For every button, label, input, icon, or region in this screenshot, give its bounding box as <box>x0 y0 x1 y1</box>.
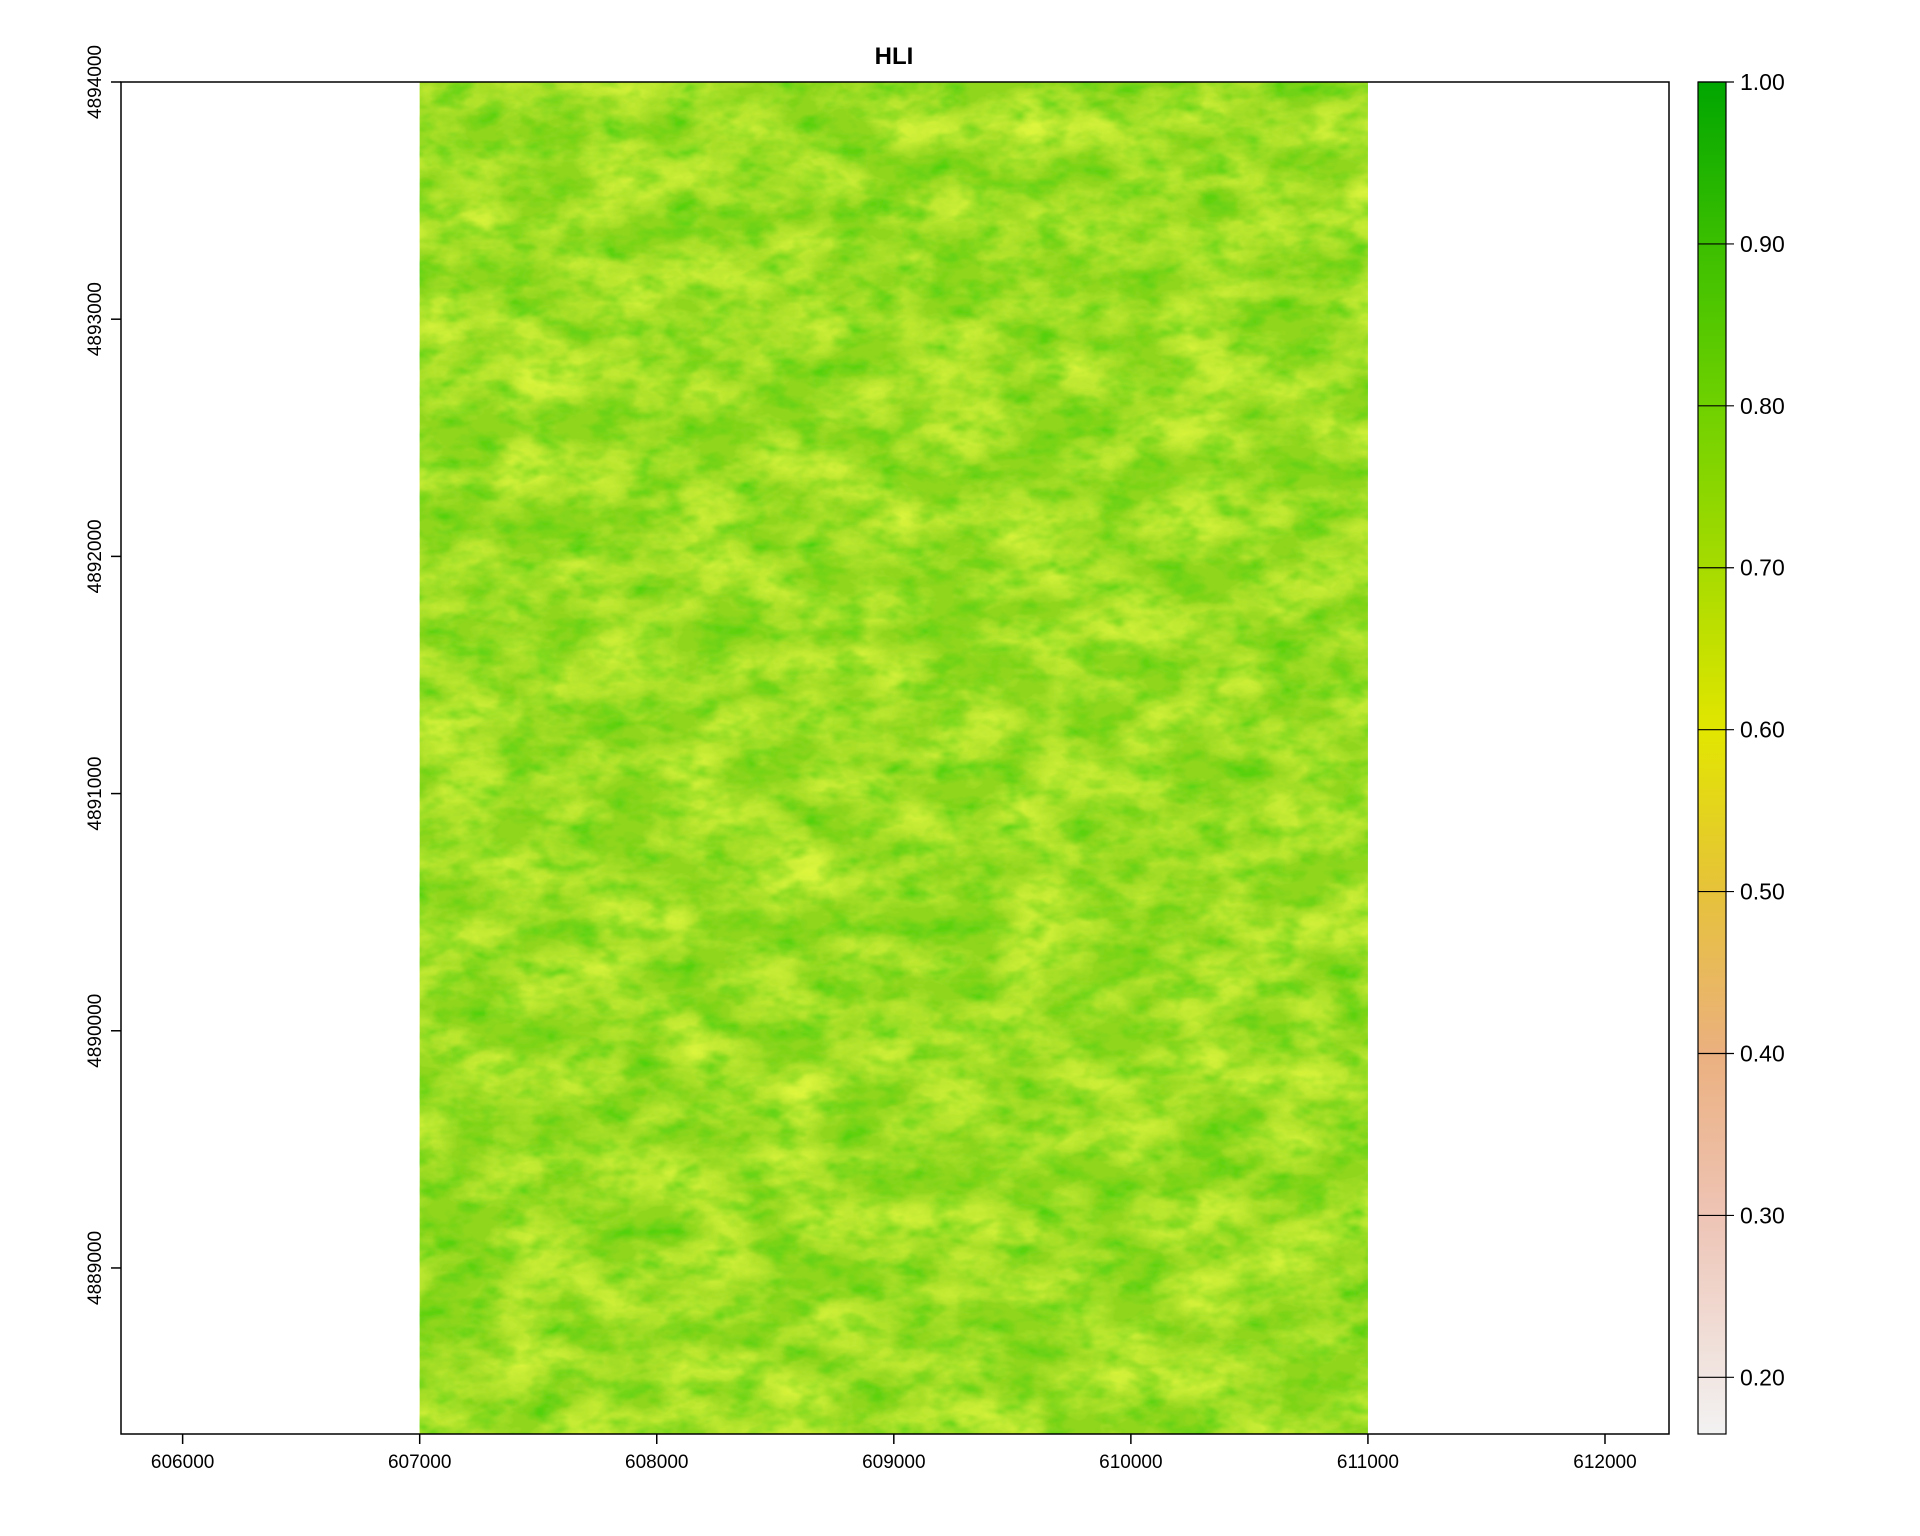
y-tick-label: 4889000 <box>85 1231 106 1305</box>
legend-color-bar <box>1697 81 1727 1435</box>
x-tick-label: 609000 <box>862 1452 925 1473</box>
legend-tick-label: 0.50 <box>1740 879 1785 905</box>
plot-frame <box>120 81 1670 1435</box>
y-tick-label: 4893000 <box>85 282 106 356</box>
x-tick-label: 612000 <box>1573 1452 1636 1473</box>
y-axis: 4889000 4890000 4891000 4892000 4893000 48940… <box>85 45 121 1305</box>
x-tick-label: 608000 <box>625 1452 688 1473</box>
legend-ticks: 1.00 0.90 0.80 0.70 0.60 0.50 0.40 0.30 0.20 <box>1698 69 1785 1390</box>
y-tick-label: 4892000 <box>85 519 106 593</box>
legend-tick-label: 0.90 <box>1740 231 1785 257</box>
map-title: HLI <box>875 43 914 70</box>
legend-tick-label: 0.30 <box>1740 1202 1785 1228</box>
x-tick-label: 607000 <box>388 1452 451 1473</box>
y-tick-label: 4890000 <box>85 994 106 1068</box>
y-tick-label: 4894000 <box>85 45 106 119</box>
x-tick-label: 606000 <box>151 1452 214 1473</box>
legend-tick-label: 0.20 <box>1740 1364 1785 1390</box>
legend-tick-label: 1.00 <box>1740 69 1785 95</box>
x-tick-label: 610000 <box>1099 1452 1162 1473</box>
x-axis: 606000 607000 608000 609000 610000 611000 6120… <box>151 1434 1637 1473</box>
color-legend: 1.00 0.90 0.80 0.70 0.60 0.50 0.40 0.30 0.20 <box>1697 69 1785 1435</box>
legend-tick-label: 0.40 <box>1740 1040 1785 1066</box>
y-tick-label: 4891000 <box>85 757 106 831</box>
legend-tick-label: 0.60 <box>1740 717 1785 743</box>
x-tick-label: 611000 <box>1337 1452 1399 1473</box>
hli-raster <box>419 82 1368 1434</box>
legend-tick-label: 0.80 <box>1740 393 1785 419</box>
hli-raster-image <box>419 82 1368 1434</box>
legend-tick-label: 0.70 <box>1740 555 1785 581</box>
